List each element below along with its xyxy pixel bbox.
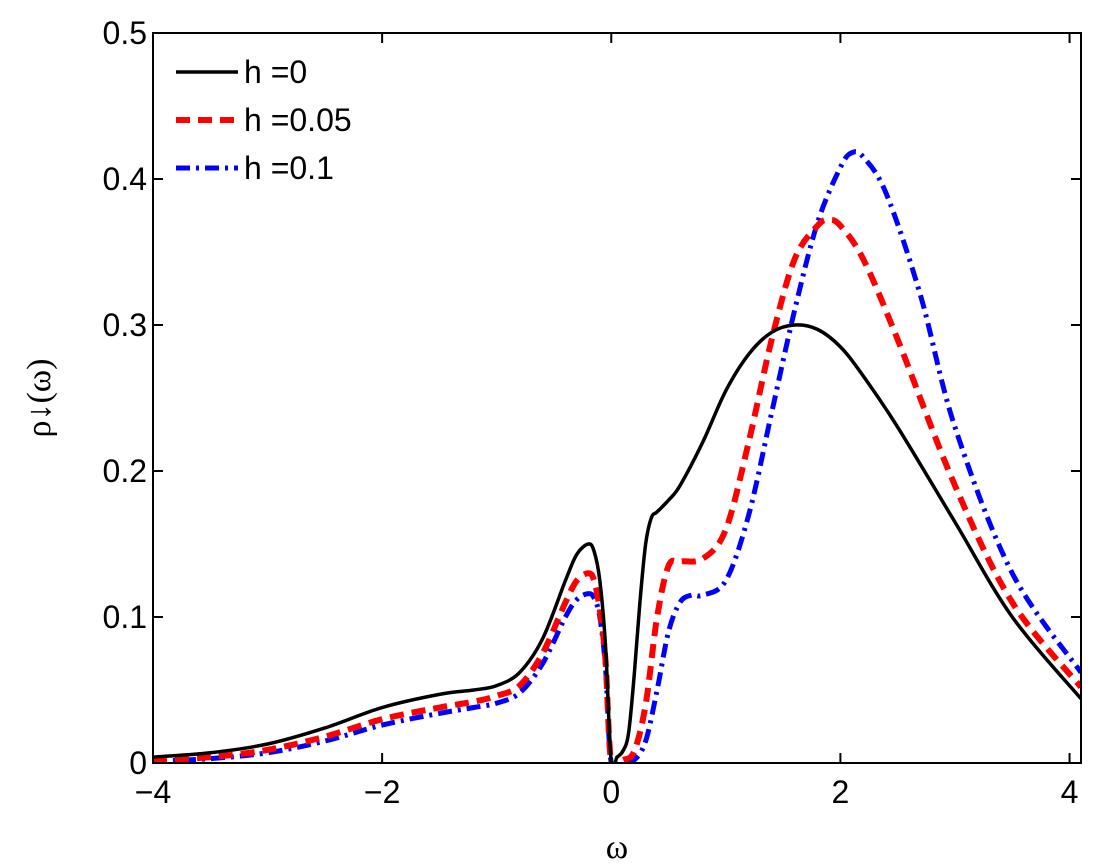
x-tick-label: 0	[602, 774, 620, 810]
legend-label: h =0.05	[244, 102, 352, 138]
series-layer	[153, 149, 1081, 763]
y-tick-label: 0	[129, 745, 147, 781]
y-axis-label: ρ↓(ω)	[21, 359, 58, 438]
y-tick-label: 0.3	[103, 307, 147, 343]
series-line-2	[153, 149, 1081, 763]
legend-label: h =0.1	[244, 150, 334, 186]
plot-frame	[152, 32, 1082, 764]
ticks-layer	[152, 32, 1081, 764]
legend: h =0 h =0.05 h =0.1	[176, 54, 352, 186]
series-line-1	[153, 216, 1081, 763]
x-axis-label: ω	[606, 829, 628, 865]
y-tick-label: 0.5	[103, 15, 147, 51]
x-tick-label: −2	[364, 774, 400, 810]
y-tick-label: 0.4	[103, 161, 147, 197]
x-tick-label: −4	[135, 774, 171, 810]
series-line-0	[153, 323, 1081, 763]
tick-labels: −4 −2 0 2 4 0 0.1 0.2 0.3 0.4 0.5	[103, 15, 1079, 810]
y-tick-label: 0.1	[103, 599, 147, 635]
legend-label: h =0	[244, 54, 307, 90]
x-tick-label: 4	[1061, 774, 1079, 810]
y-tick-label: 0.2	[103, 453, 147, 489]
x-tick-label: 2	[832, 774, 850, 810]
